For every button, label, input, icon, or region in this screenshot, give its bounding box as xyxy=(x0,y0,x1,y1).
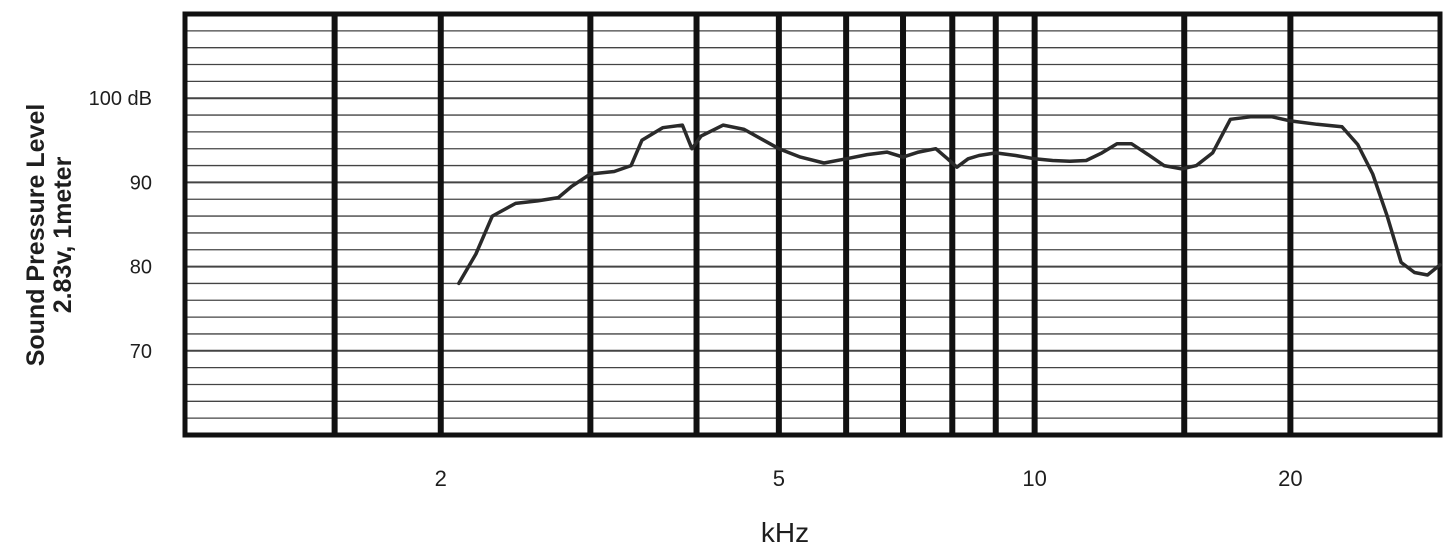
y-tick-label: 80 xyxy=(130,257,152,279)
x-tick-label: 5 xyxy=(773,466,785,491)
y-tick-label: 100 dB xyxy=(89,88,152,110)
x-tick-labels: 2 5 10 20 xyxy=(435,466,1303,491)
vertical-gridlines xyxy=(331,14,1294,435)
y-axis-label: Sound Pressure Level 2.83v, 1meter xyxy=(22,104,77,367)
y-axis-label-line-2: 2.83v, 1meter xyxy=(49,156,77,313)
y-axis-label-line-1: Sound Pressure Level xyxy=(22,104,50,367)
x-tick-label: 20 xyxy=(1278,466,1302,491)
x-axis-label: kHz xyxy=(761,517,809,547)
plot-frame xyxy=(182,11,1443,438)
y-tick-label: 70 xyxy=(130,341,152,363)
response-curve xyxy=(457,114,1442,286)
y-tick-labels: 100 dB 90 80 70 xyxy=(89,88,152,363)
x-tick-label: 10 xyxy=(1022,466,1046,491)
x-tick-label: 2 xyxy=(435,466,447,491)
minor-horizontal-gridlines xyxy=(185,30,1440,419)
y-tick-label: 90 xyxy=(130,172,152,194)
